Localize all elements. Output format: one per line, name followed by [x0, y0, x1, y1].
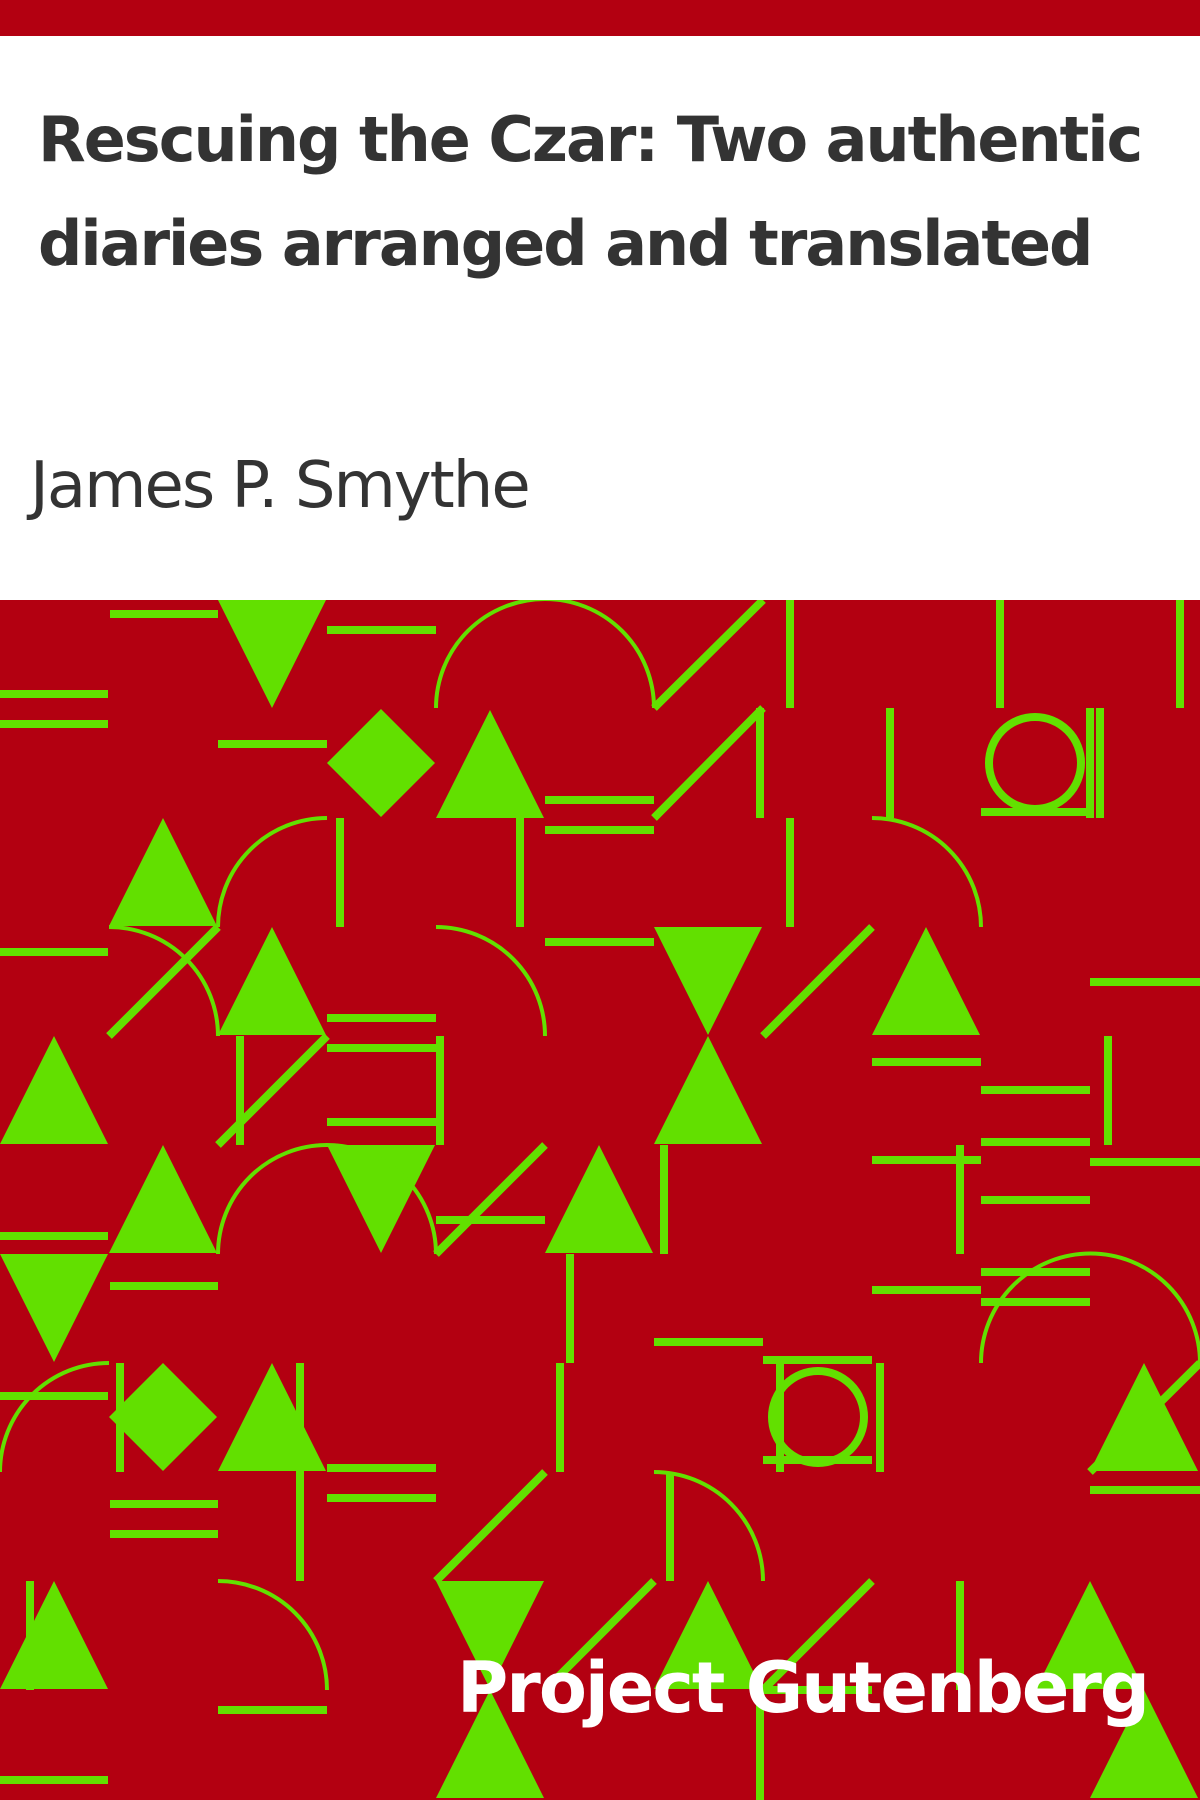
pattern-line — [106, 924, 221, 1039]
pattern-triangle — [1090, 1690, 1198, 1798]
top-color-bar — [0, 0, 1200, 36]
pattern-triangle — [1036, 1581, 1144, 1689]
pattern-arc — [871, 816, 983, 928]
pattern-arc — [216, 816, 328, 928]
pattern-arc — [979, 1251, 1200, 1364]
pattern-arc — [217, 1579, 329, 1691]
cover-pattern — [0, 600, 1200, 1800]
pattern-line — [651, 705, 766, 821]
pattern-arc — [108, 925, 220, 1037]
pattern-arc — [0, 1361, 110, 1473]
pattern-triangle — [654, 1036, 762, 1144]
pattern-ring — [985, 713, 1085, 813]
pattern-arc — [435, 925, 547, 1037]
pattern-line — [651, 600, 766, 711]
pattern-line — [433, 1142, 548, 1257]
pattern-triangle — [218, 600, 326, 708]
pattern-diamond — [109, 1363, 217, 1471]
pattern-line — [542, 1578, 657, 1693]
book-title: Rescuing the Czar: Two authentic diaries… — [38, 103, 1143, 280]
pattern-diamond — [327, 709, 435, 817]
pattern-triangle — [0, 1036, 108, 1144]
publisher-name: Project Gutenberg — [457, 1647, 1150, 1729]
pattern-triangle — [545, 1145, 653, 1253]
pattern-line — [760, 1578, 875, 1693]
pattern-arc — [653, 1470, 765, 1582]
pattern-triangle — [436, 710, 544, 818]
pattern-line — [760, 924, 875, 1039]
pattern-triangle — [218, 927, 326, 1035]
pattern-triangle — [0, 1254, 108, 1362]
book-author: James P. Smythe — [30, 449, 531, 523]
pattern-line — [1087, 1360, 1200, 1475]
pattern-line — [433, 1469, 548, 1584]
pattern-arc — [216, 1143, 438, 1255]
pattern-triangle — [872, 927, 980, 1035]
pattern-triangle — [327, 1145, 435, 1253]
pattern-triangle — [109, 1145, 217, 1253]
pattern-triangle — [654, 927, 762, 1035]
pattern-shapes — [0, 600, 1200, 1800]
pattern-triangle — [109, 818, 217, 926]
pattern-ring — [768, 1367, 868, 1467]
pattern-triangle — [436, 1581, 544, 1689]
pattern-triangle — [436, 1690, 544, 1798]
pattern-arc — [434, 600, 656, 709]
pattern-triangle — [654, 1581, 762, 1689]
pattern-line — [215, 1033, 330, 1148]
